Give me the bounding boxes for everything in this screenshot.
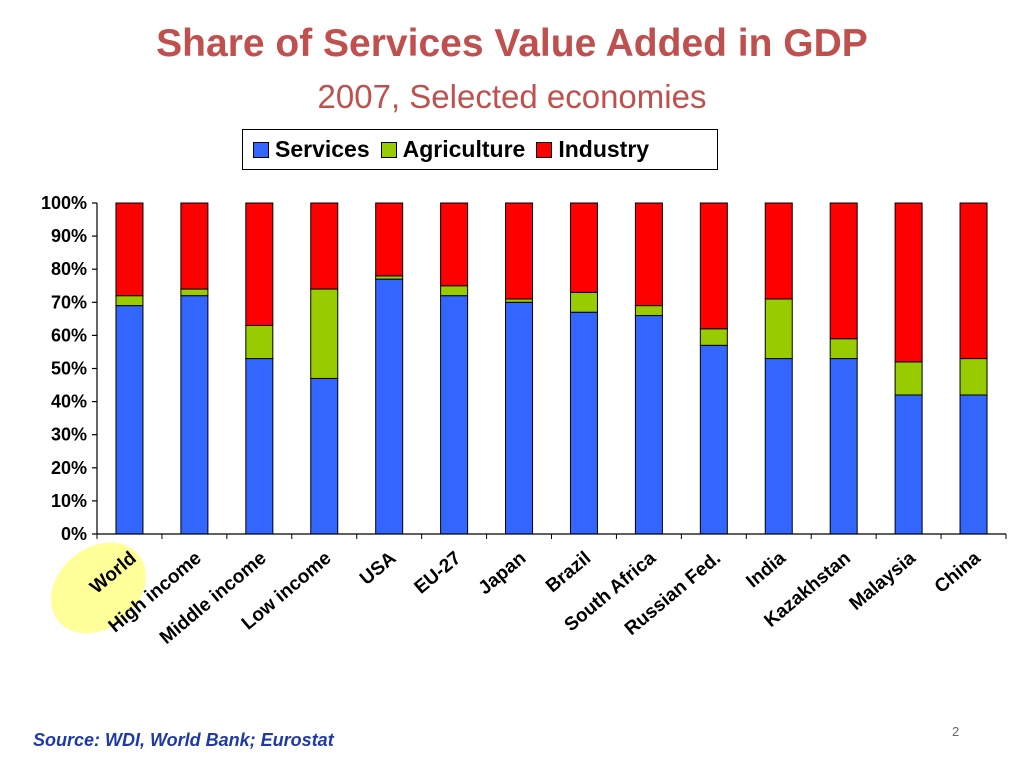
x-tick-label-china: China [931, 547, 985, 597]
bar-russian-fed-agriculture [699, 328, 728, 346]
x-tick-label-india: India [742, 547, 790, 592]
bar-south-africa-agriculture [634, 305, 663, 317]
bar-middle-income-services [245, 358, 274, 535]
bar-high-income-services [180, 295, 209, 535]
y-tick-label-4: 40% [51, 392, 87, 412]
legend-label-services: Services [275, 136, 370, 162]
bar-world-services [115, 305, 144, 535]
x-tick-label-brazil: Brazil [542, 548, 595, 597]
bar-usa-services [375, 278, 404, 535]
legend-label-industry: Industry [558, 136, 650, 162]
x-tick-label-japan: Japan [475, 548, 531, 599]
bar-south-africa-services [634, 315, 663, 535]
bar-india-agriculture [764, 298, 793, 360]
bar-malaysia-services [894, 394, 923, 535]
y-tick-label-3: 30% [51, 425, 87, 445]
bar-low-income-industry [310, 202, 339, 290]
bar-china-agriculture [959, 358, 988, 396]
bar-eu-27-industry [440, 202, 469, 287]
legend-item-services: Services [253, 136, 370, 163]
chart-title: Share of Services Value Added in GDP [156, 22, 868, 65]
bar-world-agriculture [115, 295, 144, 307]
y-tick-label-10: 100% [41, 193, 87, 213]
bar-brazil-agriculture [569, 291, 598, 313]
bar-india-services [764, 358, 793, 535]
bar-china-services [959, 394, 988, 535]
bar-middle-income-agriculture [245, 324, 274, 360]
legend-item-industry: Industry [536, 136, 649, 163]
y-tick-label-8: 80% [51, 259, 87, 279]
bar-japan-services [505, 301, 534, 535]
x-tick-label-usa: USA [356, 548, 400, 590]
bar-russian-fed-industry [699, 202, 728, 330]
bar-eu-27-agriculture [440, 285, 469, 297]
bar-kazakhstan-services [829, 358, 858, 535]
bar-south-africa-industry [634, 202, 663, 307]
legend-item-agriculture: Agriculture [380, 136, 526, 163]
y-tick-label-6: 60% [51, 325, 87, 345]
highlight-ellipse [51, 542, 146, 634]
bar-high-income-industry [180, 202, 209, 290]
y-tick-label-5: 50% [51, 359, 87, 379]
bar-kazakhstan-industry [829, 202, 858, 340]
bar-malaysia-industry [894, 202, 923, 363]
bar-india-industry [764, 202, 793, 300]
bar-china-industry [959, 202, 988, 360]
y-tick-label-9: 90% [51, 226, 87, 246]
legend-label-agriculture: Agriculture [402, 136, 526, 162]
y-tick-label-0: 0% [61, 524, 87, 544]
bar-usa-industry [375, 202, 404, 277]
bar-high-income-agriculture [180, 288, 209, 297]
bar-brazil-services [569, 311, 598, 535]
legend-swatch-services [253, 141, 269, 158]
x-tick-label-eu-27: EU-27 [411, 548, 466, 599]
bar-low-income-agriculture [310, 288, 339, 379]
x-tick-label-malaysia: Malaysia [846, 547, 921, 614]
bar-low-income-services [310, 377, 339, 535]
y-tick-label-7: 70% [51, 292, 87, 312]
bar-world-industry [115, 202, 144, 297]
legend-swatch-agriculture [380, 141, 397, 158]
bar-kazakhstan-agriculture [829, 338, 858, 360]
page-number: 2 [952, 724, 960, 739]
source-note: Source: WDI, World Bank; Eurostat [33, 730, 334, 750]
chart-legend: Services Agriculture Industry [242, 129, 718, 170]
y-tick-label-2: 20% [51, 458, 87, 478]
bar-eu-27-services [440, 295, 469, 535]
legend-swatch-industry [536, 141, 553, 158]
bar-japan-industry [505, 202, 534, 300]
bar-russian-fed-services [699, 344, 728, 535]
y-tick-label-1: 10% [51, 491, 87, 511]
bar-brazil-industry [569, 202, 598, 293]
bar-middle-income-industry [245, 202, 274, 326]
bar-malaysia-agriculture [894, 361, 923, 396]
chart-subtitle: 2007, Selected economies [317, 78, 707, 115]
